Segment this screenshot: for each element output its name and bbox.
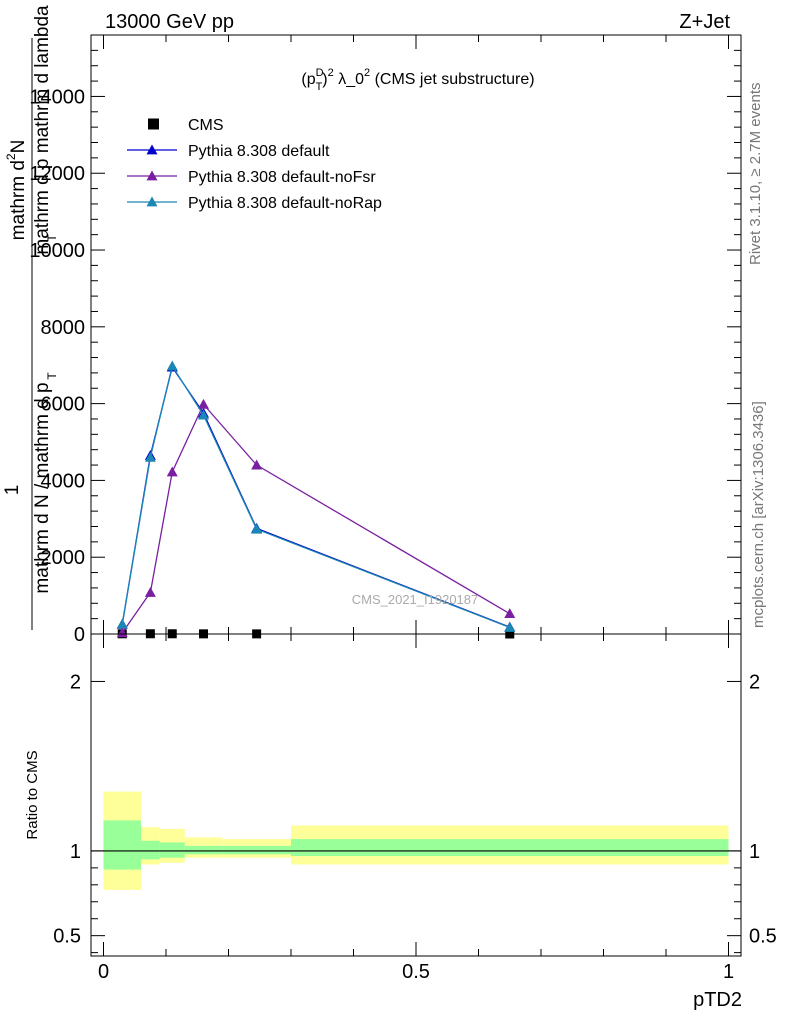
- legend-entry: CMS: [148, 117, 224, 134]
- ylabel-num-sup: 2: [4, 153, 18, 160]
- main-y-tick-label: 14000: [29, 86, 85, 108]
- ratio-y-tick-label: 0.5: [53, 926, 81, 948]
- ratio-bands-layer: [91, 791, 741, 890]
- ratio-band-inner: [141, 840, 160, 860]
- x-tick-label: 1: [723, 961, 734, 983]
- legend-label: Pythia 8.308 default: [188, 143, 330, 160]
- ratio-axes: 0.5 0.5 1 1 2 2 0 0.5 1: [53, 633, 777, 983]
- data-point-mc: [116, 618, 128, 629]
- main-y-tick-label: 0: [74, 624, 85, 646]
- main-y-tick-label: 10000: [29, 240, 85, 262]
- legend-label: Pythia 8.308 default-noFsr: [188, 169, 376, 186]
- ylabel-num-pre: mathrm d: [8, 160, 29, 240]
- ylabel-denominator-1: mathrm d N / mathrm d p: [32, 382, 53, 593]
- ratio-y-axis-label: Ratio to CMS: [24, 750, 41, 839]
- legend-marker: [148, 118, 159, 130]
- main-y-tick-label: 12000: [29, 163, 85, 185]
- header-energy: 13000 GeV pp: [105, 11, 234, 33]
- title-part-sup3: 2: [364, 67, 370, 79]
- mcplots-label: mcplots.cern.ch [arXiv:1306.3436]: [750, 401, 767, 628]
- main-y-tick-label: 4000: [41, 470, 86, 492]
- title-part-sub: T: [316, 81, 323, 93]
- ratio-band-inner: [103, 820, 141, 870]
- main-y-tick-label: 2000: [41, 547, 86, 569]
- main-series-layer: [116, 360, 516, 639]
- title-part-post: (CMS jet substructure): [370, 71, 534, 88]
- ylabel-denominator-sub-1: T: [45, 372, 59, 380]
- title-part-close: ): [322, 71, 327, 88]
- ylabel-denominator-2: mathrm d p mathrm d lambda: [32, 5, 53, 255]
- main-title: (pD T)2 λ_02 (CMS jet substructure): [301, 67, 534, 93]
- ylabel-one: 1: [2, 485, 23, 496]
- data-point-mc: [198, 409, 209, 420]
- title-part-sup2: 2: [328, 67, 334, 79]
- series-3: [116, 360, 516, 632]
- legend-entry: Pythia 8.308 default-noFsr: [127, 169, 376, 186]
- ratio-y-tick-label: 1: [70, 841, 81, 863]
- main-y-tick-label: 8000: [41, 317, 86, 339]
- ylabel-num-post: N: [8, 140, 29, 154]
- series-2: [116, 398, 516, 638]
- ratio-frame: [90, 633, 742, 957]
- data-point-mc: [504, 608, 516, 619]
- title-part-mid: λ_0: [334, 71, 364, 88]
- analysis-watermark: CMS_2021_I1920187: [352, 592, 479, 607]
- header-process: Z+Jet: [679, 11, 730, 33]
- ratio-y-tick-label: 2: [70, 671, 81, 693]
- ratio-y-tick-label-right: 0.5: [749, 926, 777, 948]
- x-tick-label: 0.5: [402, 961, 430, 983]
- data-point-mc: [504, 621, 516, 632]
- data-point-mc: [144, 451, 156, 462]
- ratio-band-inner: [184, 845, 223, 855]
- ylabel-denominator-sub-2: T: [45, 234, 59, 242]
- legend-label: CMS: [188, 117, 224, 134]
- legend-marker: [146, 144, 158, 155]
- main-y-tick-label: 6000: [41, 394, 86, 416]
- legend-entry: Pythia 8.308 default: [127, 143, 330, 160]
- ratio-y-tick-label-right: 2: [749, 671, 760, 693]
- data-point-mc: [198, 398, 209, 409]
- legend-label: Pythia 8.308 default-noRap: [188, 195, 382, 212]
- rivet-label: Rivet 3.1.10, ≥ 2.7M events: [747, 83, 764, 266]
- legend: CMS Pythia 8.308 default Pythia 8.308 defa…: [127, 117, 382, 212]
- legend-marker: [146, 196, 158, 207]
- data-point-mc: [116, 627, 128, 638]
- series-1: [116, 361, 516, 632]
- data-point-mc: [251, 523, 263, 534]
- ratio-band-inner: [159, 842, 185, 858]
- main-axes: 0 2000 4000 6000 8000 10000 12000 14000: [29, 34, 742, 646]
- series-line: [121, 403, 511, 634]
- legend-entry: Pythia 8.308 default-noRap: [127, 195, 382, 212]
- legend-marker: [146, 170, 158, 181]
- data-point-mc: [144, 587, 156, 597]
- title-part-sup1: D: [316, 67, 324, 79]
- series-line: [121, 364, 510, 629]
- series-line: [121, 365, 510, 628]
- ylabel-numerator: mathrm d2N: [4, 140, 29, 241]
- data-point-mc: [251, 459, 263, 470]
- data-point-mc: [166, 466, 178, 477]
- ratio-band-inner: [291, 839, 729, 857]
- x-tick-label: 0: [98, 961, 109, 983]
- title-part-pre: (p: [301, 71, 315, 88]
- main-y-axis-label: 1 mathrm d2N mathrm d N / mathrm d p mat…: [2, 5, 59, 630]
- data-point-mc: [166, 360, 178, 371]
- ratio-y-tick-label-right: 1: [749, 841, 760, 863]
- x-axis-label: pTD2: [693, 989, 742, 1011]
- ratio-band-inner: [222, 845, 291, 855]
